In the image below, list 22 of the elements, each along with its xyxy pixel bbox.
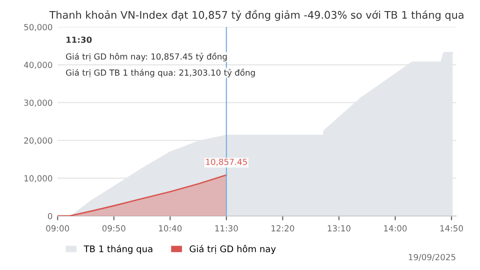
legend-label: Giá trị GD hôm nay: [190, 244, 276, 254]
x-tick-label: 13:10: [328, 225, 350, 232]
chart-title: Thanh khoản VN-Index đạt 10,857 tỷ đồng giảm -49.03% so với TB 1 tháng qua: [49, 10, 464, 21]
y-tick-label: 30,000: [24, 100, 52, 107]
annotation: Giá trị GD TB 1 tháng qua: 21,303.10 tỷ đồng: [66, 68, 255, 78]
annotation: Giá trị GD hôm nay: 10,857.45 tỷ đồng: [66, 52, 227, 62]
legend-label: TB 1 tháng qua: [84, 244, 152, 254]
y-tick-label: 40,000: [24, 62, 52, 69]
y-tick-label: 20,000: [24, 137, 52, 145]
x-tick-label: 09:00: [46, 225, 70, 232]
x-tick-label: 14:00: [384, 225, 407, 232]
y-tick-label: 10,000: [24, 175, 52, 182]
annotation: 11:30: [66, 36, 92, 43]
annotation: 10,857.45: [206, 158, 247, 166]
x-tick-label: 10:40: [159, 225, 182, 232]
x-tick-label: 12:20: [272, 225, 294, 232]
text: 19/09/2025: [408, 254, 456, 261]
x-tick-label: 14:50: [440, 225, 463, 232]
x-tick-label: 09:50: [102, 225, 126, 232]
y-tick-label: 0: [48, 212, 52, 220]
x-tick-label: 11:30: [215, 225, 238, 232]
y-tick-label: 50,000: [24, 24, 52, 32]
